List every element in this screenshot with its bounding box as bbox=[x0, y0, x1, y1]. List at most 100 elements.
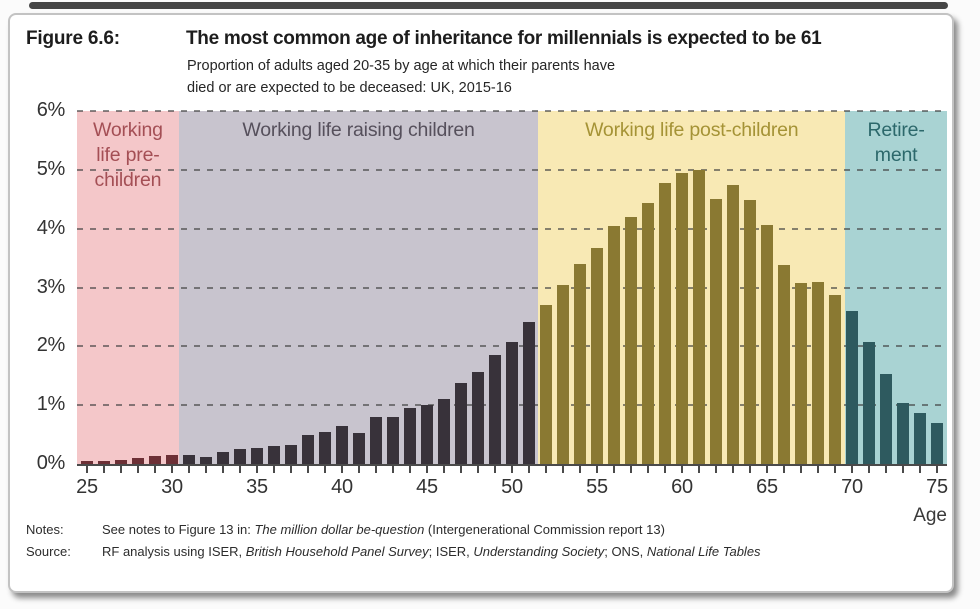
x-axis-label-30: 30 bbox=[161, 476, 183, 498]
x-axis-tick-62 bbox=[715, 466, 717, 473]
bar-age-47 bbox=[455, 382, 467, 464]
bar-age-38 bbox=[302, 434, 314, 464]
x-axis-tick-39 bbox=[324, 466, 326, 473]
figure-card: Figure 6.6: The most common age of inher… bbox=[8, 13, 954, 593]
text-segment: ; ONS, bbox=[604, 544, 647, 559]
x-axis-label-70: 70 bbox=[841, 476, 863, 498]
bar-age-71 bbox=[863, 341, 875, 464]
bar-age-36 bbox=[268, 446, 280, 464]
x-axis-tick-64 bbox=[749, 466, 751, 473]
text-segment: National Life Tables bbox=[646, 544, 761, 559]
gridline-5pct bbox=[77, 168, 947, 171]
x-axis-tick-29 bbox=[154, 466, 156, 473]
window-top-edge bbox=[29, 2, 948, 9]
bar-age-65 bbox=[761, 224, 773, 464]
bar-age-40 bbox=[336, 425, 348, 464]
bar-age-70 bbox=[846, 311, 858, 464]
x-axis-tick-41 bbox=[358, 466, 360, 473]
gridline-6pct bbox=[77, 110, 947, 112]
x-axis-tick-35 bbox=[256, 466, 258, 473]
y-axis-label-2: 2% bbox=[36, 334, 66, 357]
text-segment: See notes to Figure 13 in: bbox=[102, 522, 255, 537]
x-axis-tick-68 bbox=[817, 466, 819, 473]
bar-age-58 bbox=[642, 203, 654, 464]
bar-age-31 bbox=[183, 455, 195, 464]
bar-age-28 bbox=[132, 458, 144, 464]
x-axis-tick-70 bbox=[851, 466, 853, 473]
bar-chart: Working life pre- children Working life r… bbox=[10, 15, 952, 591]
x-axis-tick-34 bbox=[239, 466, 241, 473]
source-text: RF analysis using ISER, British Househol… bbox=[102, 544, 948, 559]
gridline-3pct bbox=[77, 286, 947, 289]
bar-age-37 bbox=[285, 444, 297, 464]
x-axis-tick-58 bbox=[647, 466, 649, 473]
bar-age-25 bbox=[81, 461, 93, 464]
x-axis-tick-75 bbox=[936, 466, 938, 473]
bar-age-56 bbox=[608, 225, 620, 464]
bar-age-45 bbox=[421, 405, 433, 464]
x-axis-tick-69 bbox=[834, 466, 836, 473]
bar-age-62 bbox=[710, 199, 722, 464]
x-axis-tick-38 bbox=[307, 466, 309, 473]
bar-age-69 bbox=[829, 295, 841, 464]
text-segment: The million dollar be-question bbox=[254, 522, 425, 537]
y-axis-label-0: 0% bbox=[36, 452, 66, 474]
bar-age-74 bbox=[914, 412, 926, 464]
bar-age-39 bbox=[319, 431, 331, 464]
bar-age-41 bbox=[353, 433, 365, 464]
x-axis-tick-26 bbox=[103, 466, 105, 473]
x-axis-tick-59 bbox=[664, 466, 666, 473]
notes-text: See notes to Figure 13 in: The million d… bbox=[102, 522, 948, 537]
bar-age-46 bbox=[438, 399, 450, 464]
x-axis-label-55: 55 bbox=[586, 476, 608, 498]
x-axis-tick-47 bbox=[460, 466, 462, 473]
gridline-4pct bbox=[77, 227, 947, 230]
figure-subtitle: Proportion of adults aged 20-35 by age a… bbox=[187, 58, 616, 96]
x-axis-label-50: 50 bbox=[501, 476, 523, 498]
x-axis-tick-72 bbox=[885, 466, 887, 473]
bar-age-35 bbox=[251, 447, 263, 464]
notes-label: Notes: bbox=[26, 522, 64, 537]
x-axis-tick-67 bbox=[800, 466, 802, 473]
x-axis-label-60: 60 bbox=[671, 476, 693, 498]
y-axis-label-3: 3% bbox=[36, 275, 66, 298]
x-axis-tick-71 bbox=[868, 466, 870, 473]
bar-age-67 bbox=[795, 283, 807, 464]
text-segment: Understanding Society bbox=[473, 544, 605, 559]
bar-age-61 bbox=[693, 169, 705, 464]
x-axis-tick-73 bbox=[902, 466, 904, 473]
bar-age-42 bbox=[370, 416, 382, 464]
x-axis-tick-65 bbox=[766, 466, 768, 473]
x-axis-tick-46 bbox=[443, 466, 445, 473]
x-axis-tick-27 bbox=[120, 466, 122, 473]
x-axis-tick-51 bbox=[528, 466, 530, 473]
bar-age-43 bbox=[387, 416, 399, 464]
bar-age-72 bbox=[880, 373, 892, 464]
bar-age-29 bbox=[149, 456, 161, 464]
bar-age-64 bbox=[744, 200, 756, 464]
x-axis-tick-50 bbox=[511, 466, 513, 473]
x-axis-label-35: 35 bbox=[246, 476, 268, 498]
x-axis-tick-32 bbox=[205, 466, 207, 473]
x-axis-tick-28 bbox=[137, 466, 139, 473]
y-axis-label-5: 5% bbox=[36, 157, 66, 180]
bar-age-68 bbox=[812, 281, 824, 464]
bar-age-30 bbox=[166, 455, 178, 464]
x-axis-tick-25 bbox=[86, 466, 88, 473]
bar-age-59 bbox=[659, 182, 671, 464]
x-axis-tick-53 bbox=[562, 466, 564, 473]
life-stage-region-label-3: Working life post-children bbox=[585, 119, 799, 141]
bar-age-51 bbox=[523, 321, 535, 464]
x-axis-tick-40 bbox=[341, 466, 343, 473]
x-axis-tick-55 bbox=[596, 466, 598, 473]
x-axis-tick-48 bbox=[477, 466, 479, 473]
x-axis-label-75: 75 bbox=[926, 476, 948, 498]
text-segment: (Intergenerational Commission report 13) bbox=[424, 522, 665, 537]
bar-age-60 bbox=[676, 172, 688, 464]
bar-age-55 bbox=[591, 248, 603, 464]
bar-age-48 bbox=[472, 372, 484, 464]
x-axis-tick-56 bbox=[613, 466, 615, 473]
bar-age-66 bbox=[778, 265, 790, 464]
x-axis-label-45: 45 bbox=[416, 476, 438, 498]
life-stage-region-label-1: Working life pre- children bbox=[93, 119, 163, 191]
